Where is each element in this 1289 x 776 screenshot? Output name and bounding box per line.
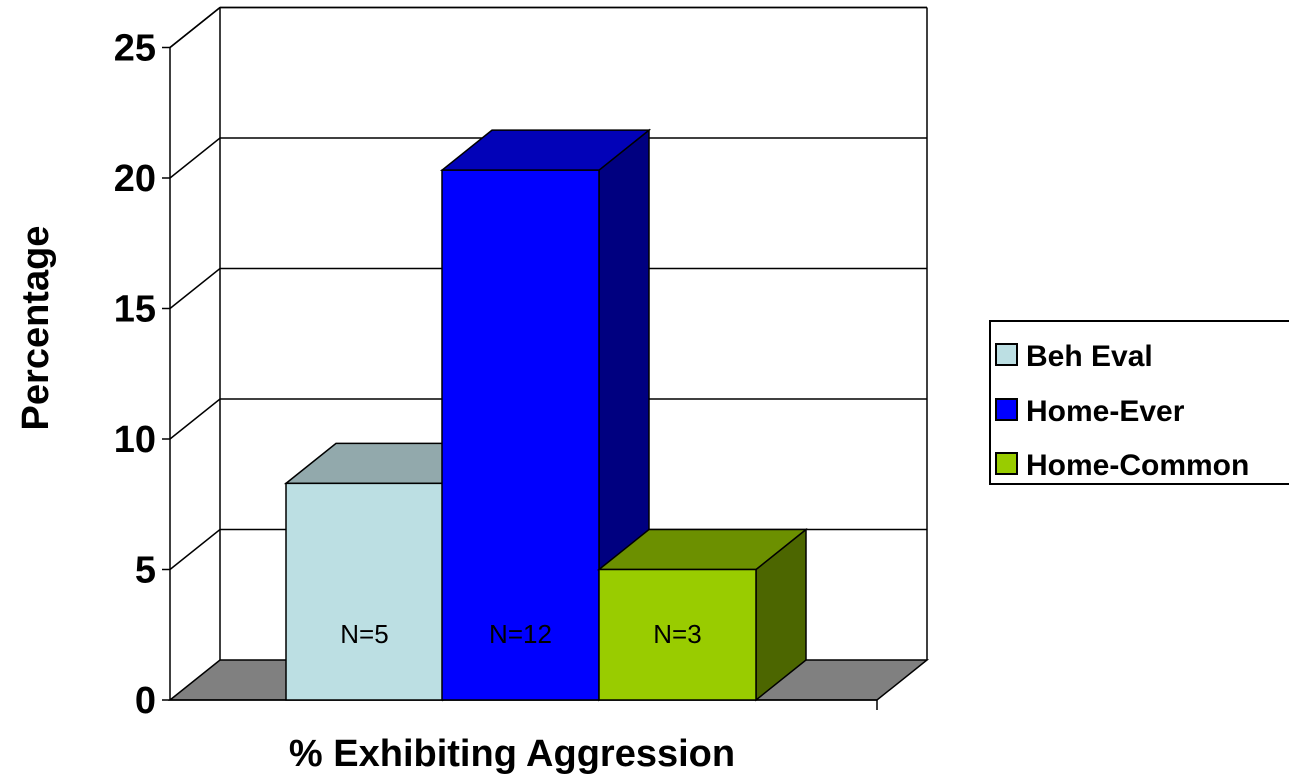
bar-labels: N=5 N=12 N=3 (340, 619, 701, 649)
y-tick-label: 10 (114, 419, 156, 461)
y-tick-label: 0 (135, 680, 156, 722)
y-tick-label: 15 (114, 289, 156, 331)
y-tick-label: 5 (135, 550, 156, 592)
legend-label: Home-Common (1026, 449, 1249, 482)
legend-label: Home-Ever (1026, 395, 1185, 428)
y-tick-label: 25 (114, 28, 156, 70)
bar-front (598, 568, 757, 701)
bar-front (441, 169, 600, 701)
y-axis: 0 5 10 15 20 25 (114, 28, 878, 722)
legend-swatch (995, 343, 1018, 366)
bars (283, 128, 809, 702)
bar-home-common (596, 527, 809, 702)
bar-front (285, 482, 444, 701)
bar-home-ever (439, 128, 652, 702)
side-wall-top-edge (169, 6, 221, 49)
legend-label: Beh Eval (1026, 340, 1153, 373)
legend-swatch (995, 452, 1018, 475)
legend: Beh Eval Home-Ever Home-Common (989, 320, 1289, 485)
y-tick-label: 20 (114, 158, 156, 200)
y-axis-title: Percentage (15, 226, 57, 431)
gridline (169, 6, 927, 49)
x-axis-title: % Exhibiting Aggression (289, 733, 735, 775)
bar-data-label: N=12 (489, 619, 552, 649)
bar-data-label: N=5 (340, 619, 388, 649)
legend-box (989, 320, 1289, 485)
chart-walls (169, 6, 928, 660)
legend-swatch (995, 398, 1018, 421)
bar-data-label: N=3 (653, 619, 701, 649)
